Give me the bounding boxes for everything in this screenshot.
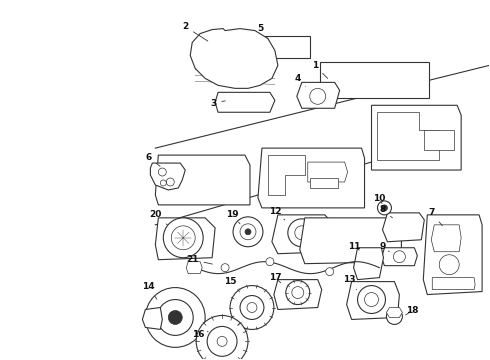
Circle shape bbox=[310, 88, 326, 104]
Circle shape bbox=[326, 268, 334, 276]
Polygon shape bbox=[346, 282, 399, 319]
Polygon shape bbox=[383, 213, 424, 242]
Text: 6: 6 bbox=[145, 153, 160, 166]
Polygon shape bbox=[258, 148, 365, 208]
Polygon shape bbox=[431, 225, 461, 252]
Text: 2: 2 bbox=[182, 22, 208, 41]
Polygon shape bbox=[387, 307, 402, 318]
Text: 14: 14 bbox=[142, 282, 157, 299]
Circle shape bbox=[157, 300, 193, 336]
Circle shape bbox=[168, 310, 182, 324]
Text: 11: 11 bbox=[348, 242, 361, 251]
Circle shape bbox=[295, 226, 309, 240]
Polygon shape bbox=[215, 92, 275, 112]
Polygon shape bbox=[150, 163, 185, 190]
Circle shape bbox=[217, 336, 227, 346]
Circle shape bbox=[172, 226, 195, 250]
Polygon shape bbox=[432, 278, 475, 289]
Text: 17: 17 bbox=[269, 273, 281, 283]
Circle shape bbox=[166, 178, 174, 186]
Text: 7: 7 bbox=[428, 208, 442, 226]
Polygon shape bbox=[190, 28, 278, 88]
Circle shape bbox=[266, 258, 274, 266]
Polygon shape bbox=[424, 130, 454, 150]
Polygon shape bbox=[377, 112, 439, 160]
Circle shape bbox=[365, 293, 378, 306]
Polygon shape bbox=[274, 280, 322, 310]
Circle shape bbox=[245, 229, 251, 235]
Polygon shape bbox=[300, 218, 401, 264]
Polygon shape bbox=[186, 262, 202, 274]
Circle shape bbox=[247, 302, 257, 312]
Circle shape bbox=[358, 285, 386, 314]
Polygon shape bbox=[272, 215, 335, 254]
Text: 15: 15 bbox=[224, 277, 240, 289]
Text: 13: 13 bbox=[343, 275, 357, 289]
Circle shape bbox=[196, 315, 248, 360]
Circle shape bbox=[221, 264, 229, 272]
Polygon shape bbox=[297, 82, 340, 108]
Polygon shape bbox=[319, 62, 429, 98]
Circle shape bbox=[288, 219, 316, 247]
Circle shape bbox=[158, 168, 166, 176]
Circle shape bbox=[240, 224, 256, 240]
Circle shape bbox=[377, 201, 392, 215]
Circle shape bbox=[382, 205, 388, 211]
Circle shape bbox=[387, 309, 402, 324]
Text: 21: 21 bbox=[186, 255, 212, 264]
Circle shape bbox=[207, 327, 237, 356]
Circle shape bbox=[160, 180, 166, 186]
Polygon shape bbox=[423, 215, 482, 294]
Text: 10: 10 bbox=[373, 194, 386, 203]
Polygon shape bbox=[268, 155, 305, 195]
Circle shape bbox=[439, 255, 459, 275]
Circle shape bbox=[286, 280, 310, 305]
Text: 19: 19 bbox=[226, 210, 240, 224]
Text: 3: 3 bbox=[210, 99, 225, 108]
Polygon shape bbox=[155, 218, 215, 260]
Text: 20: 20 bbox=[149, 210, 167, 225]
Polygon shape bbox=[155, 155, 250, 205]
Polygon shape bbox=[308, 162, 347, 182]
Circle shape bbox=[163, 218, 203, 258]
Polygon shape bbox=[382, 248, 417, 266]
Polygon shape bbox=[310, 178, 338, 188]
Text: 8: 8 bbox=[379, 206, 392, 218]
Circle shape bbox=[240, 296, 264, 319]
Text: 9: 9 bbox=[379, 242, 390, 252]
Text: 5: 5 bbox=[257, 24, 268, 39]
Circle shape bbox=[230, 285, 274, 329]
Polygon shape bbox=[354, 248, 384, 280]
Text: 16: 16 bbox=[192, 330, 208, 339]
Polygon shape bbox=[143, 307, 162, 329]
Circle shape bbox=[393, 251, 405, 263]
Text: 12: 12 bbox=[269, 207, 285, 220]
Polygon shape bbox=[371, 105, 461, 170]
Circle shape bbox=[292, 287, 304, 298]
Polygon shape bbox=[262, 36, 310, 58]
Circle shape bbox=[233, 217, 263, 247]
Circle shape bbox=[146, 288, 205, 347]
Text: 4: 4 bbox=[294, 74, 306, 86]
Text: 1: 1 bbox=[312, 61, 328, 78]
Text: 18: 18 bbox=[406, 306, 418, 315]
